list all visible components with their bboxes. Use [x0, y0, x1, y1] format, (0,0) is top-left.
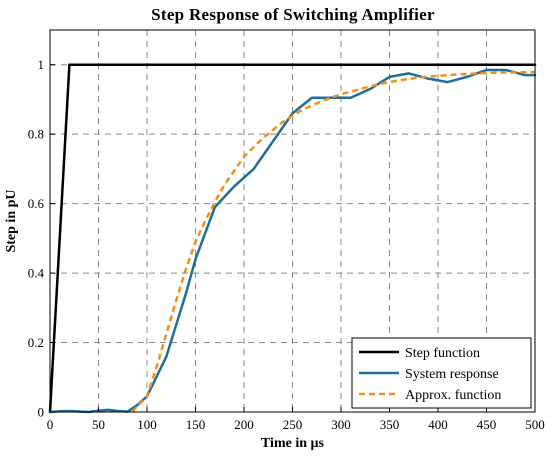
x-tick-label-100: 100 — [137, 417, 157, 432]
chart-title: Step Response of Switching Amplifier — [151, 5, 435, 24]
y-tick-label-0-4: 0.4 — [28, 266, 45, 281]
y-axis-title: Step in pU — [4, 189, 19, 252]
y-tick-label-0-8: 0.8 — [28, 127, 44, 142]
series-line-step-function — [48, 63, 537, 414]
x-tick-label-300: 300 — [331, 417, 351, 432]
x-tick-label-500: 500 — [525, 417, 545, 432]
legend-label-system-response: System response — [405, 367, 499, 382]
y-tick-label-0-6: 0.6 — [28, 196, 45, 211]
x-tick-label-150: 150 — [186, 417, 206, 432]
plot-lines — [48, 63, 537, 414]
legend-label-step-function: Step function — [405, 346, 480, 361]
y-tick-label-1: 1 — [38, 57, 45, 72]
x-tick-label-450: 450 — [477, 417, 497, 432]
x-tick-label-250: 250 — [283, 417, 303, 432]
y-tick-label-0: 0 — [38, 405, 45, 420]
legend: Step function System response Approx. fu… — [351, 337, 532, 409]
x-tick-label-350: 350 — [380, 417, 400, 432]
y-tick-label-0-2: 0.2 — [28, 335, 44, 350]
x-tick-label-0: 0 — [47, 417, 54, 432]
x-axis-title: Time in µs — [261, 436, 325, 451]
x-tick-label-200: 200 — [234, 417, 254, 432]
series-line-system-response — [48, 68, 537, 414]
x-tick-label-50: 50 — [92, 417, 105, 432]
legend-label-approx-function: Approx. function — [405, 388, 501, 403]
series-line-approx-function — [131, 70, 536, 413]
ticks: 0 50 100 150 200 250 300 350 400 450 500 0 0.2 0.4 0.6… — [28, 57, 545, 432]
x-tick-label-400: 400 — [428, 417, 448, 432]
